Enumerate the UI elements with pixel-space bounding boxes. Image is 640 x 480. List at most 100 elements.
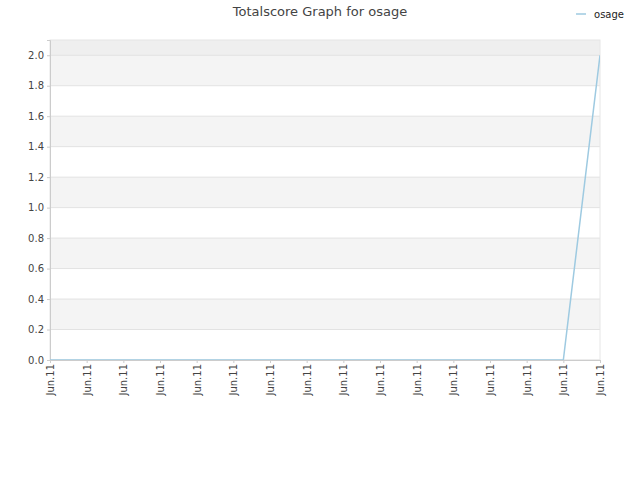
title: Totalscore Graph for osage bbox=[232, 4, 407, 19]
y-tick-label: 0.8 bbox=[28, 233, 44, 244]
x-tick-mark bbox=[50, 360, 51, 363]
band bbox=[50, 55, 600, 85]
y-axis-line bbox=[47, 41, 51, 361]
x-tick-label: Jun.11 bbox=[375, 364, 386, 397]
y-tick: 1.6 bbox=[28, 111, 50, 122]
y-tick-mark bbox=[47, 147, 50, 148]
legend-label: osage bbox=[594, 9, 624, 20]
y-tick: 2.0 bbox=[28, 50, 50, 61]
y-tick: 1.2 bbox=[28, 172, 50, 183]
y-tick-label: 1.0 bbox=[28, 202, 44, 213]
x-tick-label: Jun.11 bbox=[302, 364, 313, 397]
y-tick: 0.8 bbox=[28, 233, 50, 244]
y-tick: 1.0 bbox=[28, 202, 50, 213]
x-tick-label: Jun.11 bbox=[45, 364, 56, 397]
x-tick-mark bbox=[270, 360, 271, 363]
x-tick: Jun.11 bbox=[155, 360, 166, 397]
band bbox=[50, 86, 600, 116]
grid-line bbox=[50, 55, 600, 56]
grid-line bbox=[50, 177, 600, 178]
y-tick-mark bbox=[47, 55, 50, 56]
grid-line bbox=[50, 238, 600, 239]
y-tick-mark bbox=[47, 330, 50, 331]
y-tick-mark bbox=[47, 86, 50, 87]
x-tick-label: Jun.11 bbox=[265, 364, 276, 397]
band bbox=[50, 208, 600, 238]
x-tick-mark bbox=[527, 360, 528, 363]
x-tick: Jun.11 bbox=[558, 360, 569, 397]
x-tick-mark bbox=[600, 360, 601, 363]
y-tick: 1.4 bbox=[28, 141, 50, 152]
x-tick: Jun.11 bbox=[448, 360, 459, 397]
x-tick-label: Jun.11 bbox=[155, 364, 166, 397]
x-tick-label: Jun.11 bbox=[595, 364, 606, 397]
grid-line bbox=[50, 268, 600, 269]
grid bbox=[50, 55, 600, 360]
x-tick-label: Jun.11 bbox=[558, 364, 569, 397]
x-tick-label: Jun.11 bbox=[228, 364, 239, 397]
y-tick-label: 0.0 bbox=[28, 355, 44, 366]
grid-line bbox=[50, 85, 600, 86]
legend-swatch bbox=[576, 13, 586, 15]
x-tick-mark bbox=[417, 360, 418, 363]
band bbox=[50, 116, 600, 146]
y-tick-label: 1.8 bbox=[28, 80, 44, 91]
x-tick-mark bbox=[87, 360, 88, 363]
x-tick-label: Jun.11 bbox=[448, 364, 459, 397]
x-tick-mark bbox=[307, 360, 308, 363]
grid-line bbox=[50, 299, 600, 300]
y-tick-label: 2.0 bbox=[28, 50, 44, 61]
x-axis-line bbox=[51, 361, 601, 364]
grid-line bbox=[50, 207, 600, 208]
y-tick-mark bbox=[47, 238, 50, 239]
x-tick-label: Jun.11 bbox=[338, 364, 349, 397]
grid-line bbox=[50, 329, 600, 330]
series-line bbox=[50, 55, 600, 360]
x-tick: Jun.11 bbox=[302, 360, 313, 397]
x-tick-mark bbox=[343, 360, 344, 363]
x-tick: Jun.11 bbox=[192, 360, 203, 397]
y-tick-label: 0.2 bbox=[28, 324, 44, 335]
y-tick-mark bbox=[47, 360, 50, 361]
x-tick: Jun.11 bbox=[522, 360, 533, 397]
x-tick-mark bbox=[490, 360, 491, 363]
plot-area bbox=[50, 55, 600, 360]
y-tick-label: 1.6 bbox=[28, 111, 44, 122]
x-axis: Jun.11 Jun.11 Jun.11 Jun.11 Jun.11 Jun.11 Jun.… bbox=[45, 360, 606, 397]
band bbox=[50, 299, 600, 329]
x-tick: Jun.11 bbox=[375, 360, 386, 397]
x-tick: Jun.11 bbox=[118, 360, 129, 397]
x-tick: Jun.11 bbox=[595, 360, 606, 397]
x-tick-label: Jun.11 bbox=[192, 364, 203, 397]
band bbox=[50, 238, 600, 268]
x-tick-mark bbox=[453, 360, 454, 363]
x-tick-mark bbox=[123, 360, 124, 363]
y-tick-label: 1.2 bbox=[28, 172, 44, 183]
y-tick-label: 1.4 bbox=[28, 141, 44, 152]
x-tick: Jun.11 bbox=[228, 360, 239, 397]
x-tick: Jun.11 bbox=[338, 360, 349, 397]
x-tick-mark bbox=[197, 360, 198, 363]
y-tick-label: 0.4 bbox=[28, 294, 44, 305]
grid-line bbox=[50, 146, 600, 147]
x-tick-mark bbox=[380, 360, 381, 363]
band bbox=[50, 147, 600, 177]
bands bbox=[50, 40, 600, 360]
y-tick-mark bbox=[47, 177, 50, 178]
y-tick-mark bbox=[47, 116, 50, 117]
y-tick: 0.2 bbox=[28, 324, 50, 335]
band bbox=[50, 330, 600, 360]
band bbox=[50, 177, 600, 207]
y-tick-mark bbox=[47, 208, 50, 209]
legend: osage bbox=[576, 9, 624, 20]
x-tick: Jun.11 bbox=[265, 360, 276, 397]
x-tick-mark bbox=[563, 360, 564, 363]
x-tick-label: Jun.11 bbox=[118, 364, 129, 397]
grid-line bbox=[50, 116, 600, 117]
y-tick: 0.4 bbox=[28, 294, 50, 305]
x-tick: Jun.11 bbox=[82, 360, 93, 397]
y-tick: 0.6 bbox=[28, 263, 50, 274]
y-tick-mark bbox=[47, 299, 50, 300]
y-tick: 1.8 bbox=[28, 80, 50, 91]
y-axis: 0.0 0.2 0.4 0.6 0.8 1.0 1.2 1.4 1.6 1.8 2.0 bbox=[28, 41, 50, 366]
